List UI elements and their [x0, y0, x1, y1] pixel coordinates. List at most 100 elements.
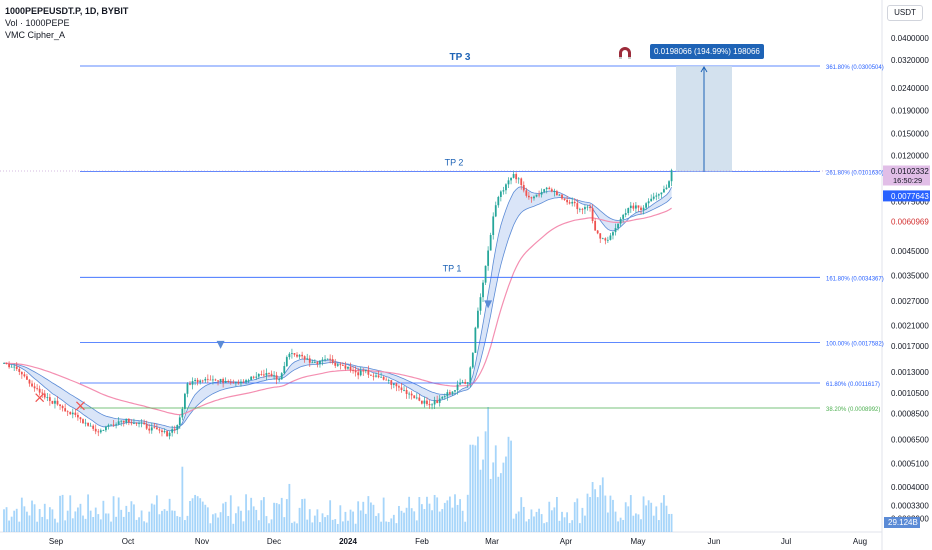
- volume-bar: [36, 521, 39, 532]
- candle-body: [520, 178, 523, 186]
- price-axis-label: 0.0017000: [891, 342, 929, 351]
- candle-body: [494, 205, 497, 217]
- candle-body: [599, 233, 602, 239]
- volume-bar: [20, 497, 23, 532]
- candle-body: [489, 235, 492, 251]
- volume-bar: [515, 513, 518, 532]
- candle-body: [334, 362, 337, 366]
- candle-body: [635, 205, 637, 209]
- candle-body: [433, 400, 436, 405]
- candle-body: [640, 207, 642, 210]
- currency-button[interactable]: USDT: [887, 5, 923, 21]
- volume-bar: [619, 517, 622, 532]
- candle-body: [127, 418, 130, 423]
- volume-bar: [367, 496, 370, 532]
- price-tag-countdown: 16:50:29: [893, 176, 922, 185]
- ma-slow-line: [4, 207, 672, 416]
- candle-body: [296, 354, 298, 357]
- legend-symbol[interactable]: 1000PEPEUSDT.P, 1D, BYBIT: [5, 6, 129, 16]
- volume-bar: [657, 520, 660, 532]
- volume-bar: [632, 515, 635, 532]
- volume-bar: [502, 462, 505, 532]
- candle-body: [354, 370, 357, 373]
- candle-body: [268, 373, 270, 374]
- volume-bar: [303, 498, 306, 532]
- candle-body: [150, 427, 153, 431]
- candle-body: [517, 178, 520, 180]
- price-axis-label: 0.0021000: [891, 321, 929, 330]
- candle-body: [270, 373, 273, 377]
- volume-bar: [120, 509, 123, 532]
- candle-body: [459, 382, 461, 385]
- volume-bar: [436, 497, 439, 532]
- ema-fast-line: [3, 186, 672, 432]
- candle-body: [390, 380, 393, 385]
- candle-body: [217, 380, 219, 382]
- candle-body: [79, 417, 82, 420]
- volume-bar: [606, 512, 609, 532]
- price-axis-label: 0.0075000: [891, 197, 929, 206]
- candle-body: [8, 364, 10, 368]
- candle-body: [117, 421, 120, 425]
- volume-bar: [596, 497, 599, 532]
- volume-bar: [357, 501, 360, 532]
- volume-bar: [640, 519, 642, 532]
- candle-body: [584, 207, 586, 210]
- volume-bar: [617, 521, 619, 532]
- candle-body: [82, 419, 84, 424]
- volume-bar: [563, 517, 566, 532]
- volume-bar: [275, 503, 278, 532]
- volume-bar: [301, 499, 304, 532]
- candle-body: [474, 327, 477, 353]
- volume-bar: [222, 503, 225, 532]
- volume-bar: [38, 509, 41, 532]
- volume-bar: [184, 520, 186, 532]
- candle-body: [341, 365, 344, 366]
- volume-bar: [510, 440, 512, 532]
- volume-bar: [540, 514, 543, 532]
- volume-bar: [438, 511, 441, 532]
- volume-bar: [431, 510, 433, 532]
- volume-bar: [614, 511, 617, 532]
- legend-volume[interactable]: Vol · 1000PEPE: [5, 18, 70, 28]
- volume-bar: [449, 496, 451, 532]
- candle-body: [115, 424, 118, 426]
- legend-indicator[interactable]: VMC Cipher_A: [5, 30, 66, 40]
- candle-body: [186, 383, 189, 394]
- volume-bar: [663, 495, 665, 532]
- volume-bar: [145, 522, 148, 532]
- volume-bar: [59, 495, 61, 532]
- volume-bar: [433, 494, 436, 532]
- ema-slow-line: [3, 196, 672, 428]
- volume-bar: [140, 510, 143, 532]
- candle-body: [94, 428, 97, 432]
- volume-bar: [326, 515, 329, 532]
- volume-bar: [535, 511, 538, 532]
- candle-body: [298, 354, 301, 357]
- volume-bar: [517, 511, 520, 532]
- candle-body: [48, 397, 51, 401]
- volume-bar: [283, 517, 286, 532]
- volume-bar: [102, 500, 105, 532]
- candle-body: [3, 363, 5, 364]
- candle-body: [36, 388, 39, 390]
- magnet-icon[interactable]: [616, 45, 634, 63]
- volume-bar: [599, 485, 602, 532]
- candle-body: [308, 358, 311, 363]
- price-tag-bg: [883, 190, 930, 202]
- volume-bar: [270, 519, 273, 532]
- volume-bar: [530, 509, 533, 532]
- candle-body: [510, 177, 512, 181]
- price-axis-label: 0.0320000: [891, 56, 929, 65]
- candle-body: [283, 366, 286, 374]
- candle-body: [482, 282, 484, 298]
- volume-bar: [250, 497, 253, 532]
- candle-body: [589, 206, 591, 209]
- candle-body: [143, 422, 146, 425]
- candle-body: [449, 392, 451, 394]
- volume-bar: [347, 520, 349, 532]
- candle-body: [423, 400, 426, 404]
- volume-bar: [247, 510, 250, 532]
